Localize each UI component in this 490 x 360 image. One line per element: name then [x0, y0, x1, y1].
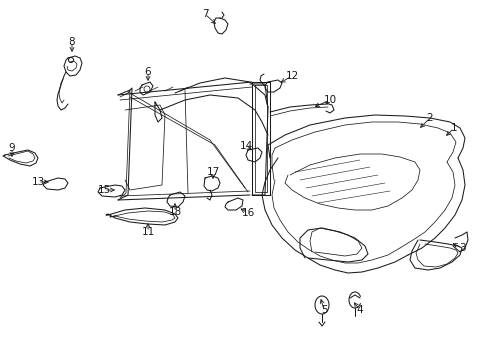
- Text: 3: 3: [459, 243, 466, 253]
- Text: 1: 1: [451, 123, 457, 133]
- Text: 10: 10: [323, 95, 337, 105]
- Text: 6: 6: [145, 67, 151, 77]
- Text: 14: 14: [240, 141, 253, 151]
- Text: 4: 4: [357, 305, 363, 315]
- Text: 11: 11: [142, 227, 155, 237]
- Text: 17: 17: [206, 167, 220, 177]
- Text: 2: 2: [427, 113, 433, 123]
- Text: 13: 13: [31, 177, 45, 187]
- Text: 9: 9: [9, 143, 15, 153]
- Text: 7: 7: [202, 9, 208, 19]
- Text: 12: 12: [285, 71, 298, 81]
- Text: 8: 8: [69, 37, 75, 47]
- Text: 5: 5: [320, 305, 327, 315]
- Text: 15: 15: [98, 185, 111, 195]
- Text: 16: 16: [242, 208, 255, 218]
- Text: 18: 18: [169, 207, 182, 217]
